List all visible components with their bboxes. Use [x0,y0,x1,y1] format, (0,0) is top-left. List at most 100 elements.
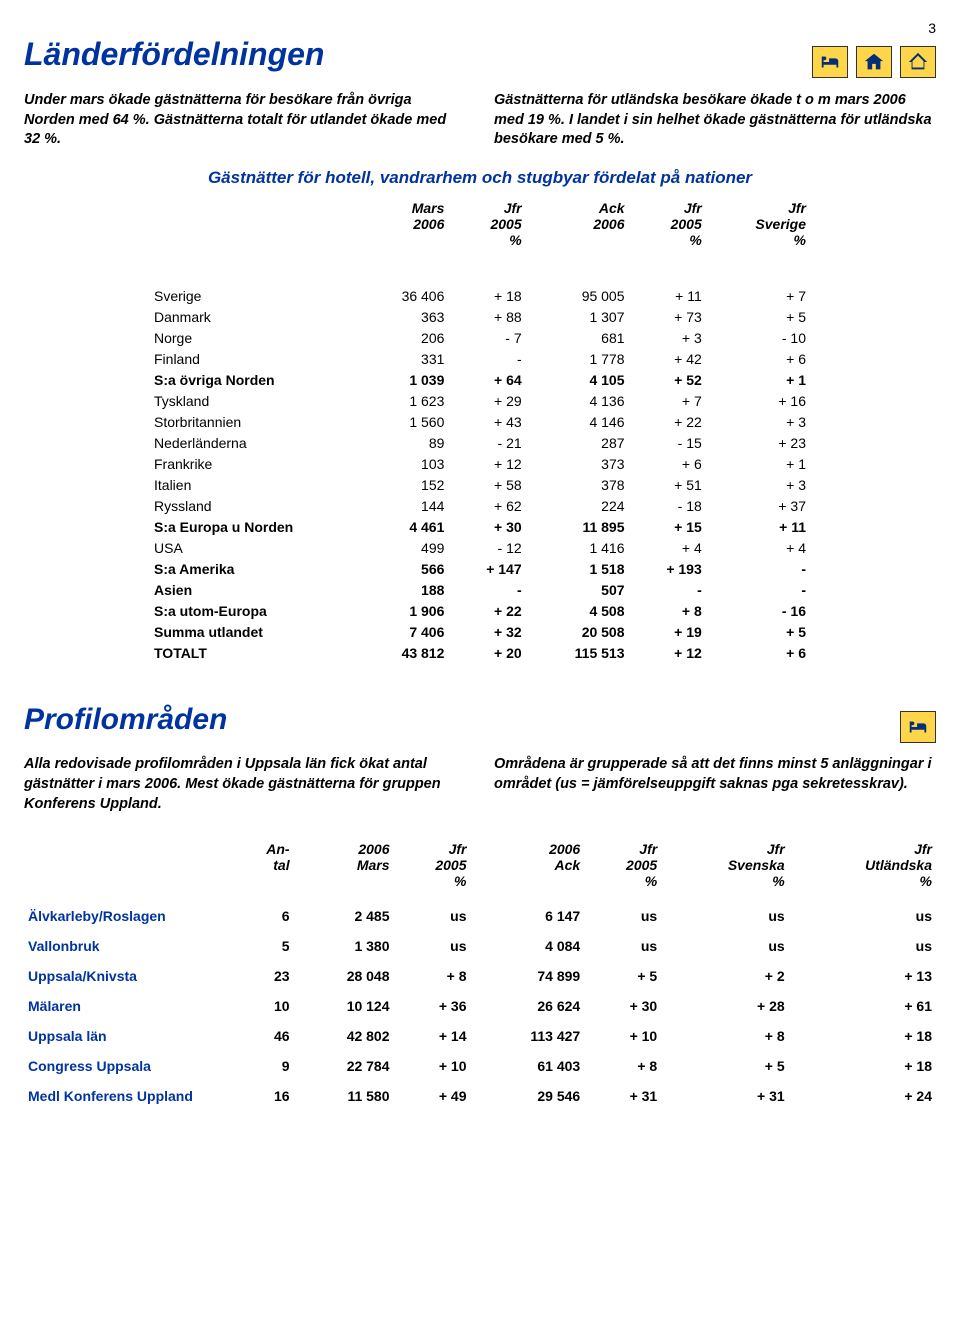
cell-jfr1: + 64 [448,369,525,390]
bed-icon [812,46,848,78]
cell-antal: 10 [232,991,294,1021]
cell-country: Finland [150,348,358,369]
cell-mars: 188 [358,579,448,600]
cell-mars: 499 [358,537,448,558]
table-row: Finland331-1 778+ 42+ 6 [150,348,810,369]
cell-region: Mälaren [24,991,232,1021]
table-row: USA499- 121 416+ 4+ 4 [150,537,810,558]
cell-ack: 373 [526,453,629,474]
cell-mars: 1 039 [358,369,448,390]
cell-jfr3: + 1 [706,453,810,474]
section2-right-para: Områdena är grupperade så att det finns … [494,755,936,814]
table-row: S:a övriga Norden1 039+ 644 105+ 52+ 1 [150,369,810,390]
cell-mars: 1 380 [294,931,394,961]
cell-country: Frankrike [150,453,358,474]
cell-jfr4: us [789,931,936,961]
cell-ack: 507 [526,579,629,600]
cell-jfr2: + 15 [629,516,706,537]
cell-jfr1: + 32 [448,621,525,642]
col-jfr1: Jfr2005% [448,198,525,263]
cell-jfr3: + 1 [706,369,810,390]
col-antal: An-tal [232,834,294,901]
cell-jfr1: + 14 [394,1021,471,1051]
cell-country: S:a Europa u Norden [150,516,358,537]
col-ack: Ack2006 [526,198,629,263]
table-row: Danmark363+ 881 307+ 73+ 5 [150,306,810,327]
col-jfr2005b: Jfr2005% [584,834,661,901]
cell-jfr2: + 30 [584,991,661,1021]
cell-jfr1: + 62 [448,495,525,516]
cell-jfr1: + 18 [448,285,525,306]
cell-jfr1: - [448,348,525,369]
col-jfr2: Jfr2005% [629,198,706,263]
cell-antal: 6 [232,901,294,931]
cell-jfr2: - 15 [629,432,706,453]
cell-country: Danmark [150,306,358,327]
cell-jfr1: - 7 [448,327,525,348]
cell-jfr3: + 3 [706,474,810,495]
cell-ack: 1 778 [526,348,629,369]
cell-region: Medl Konferens Uppland [24,1081,232,1111]
table-row: Älvkarleby/Roslagen62 485us6 147ususus [24,901,936,931]
cell-country: S:a Amerika [150,558,358,579]
cell-ack: 4 146 [526,411,629,432]
cell-jfr4: + 61 [789,991,936,1021]
cell-jfr1: + 12 [448,453,525,474]
cell-jfr2: + 19 [629,621,706,642]
cell-ack: 4 508 [526,600,629,621]
cell-jfr3: us [661,931,788,961]
house-icon [856,46,892,78]
cell-jfr3: + 16 [706,390,810,411]
cell-mars: 144 [358,495,448,516]
cell-jfr2: - 18 [629,495,706,516]
cell-ack: 74 899 [471,961,585,991]
cell-antal: 46 [232,1021,294,1051]
cell-jfr2: + 3 [629,327,706,348]
section1-left-para: Under mars ökade gästnätterna för besöka… [24,91,466,150]
cell-jfr3: + 6 [706,642,810,663]
cell-country: Sverige [150,285,358,306]
cell-mars: 331 [358,348,448,369]
cell-antal: 9 [232,1051,294,1081]
cell-mars: 152 [358,474,448,495]
cell-ack: 11 895 [526,516,629,537]
col-country [150,198,358,263]
cell-jfr1: - [448,579,525,600]
cell-jfr3: + 3 [706,411,810,432]
profile-areas-table: An-tal 2006Mars Jfr2005% 2006Ack Jfr2005… [24,834,936,1111]
cell-ack: 1 416 [526,537,629,558]
cell-ack: 6 147 [471,901,585,931]
cell-jfr1: us [394,931,471,961]
cell-jfr3: us [661,901,788,931]
cell-jfr1: us [394,901,471,931]
table-row: Italien152+ 58378+ 51+ 3 [150,474,810,495]
cell-jfr4: + 18 [789,1021,936,1051]
table-row: S:a Europa u Norden4 461+ 3011 895+ 15+ … [150,516,810,537]
cell-region: Älvkarleby/Roslagen [24,901,232,931]
cell-country: Tyskland [150,390,358,411]
col-svenska: JfrSvenska% [661,834,788,901]
cell-jfr2: + 11 [629,285,706,306]
cell-mars: 1 560 [358,411,448,432]
cell-jfr3: + 2 [661,961,788,991]
cell-mars: 11 580 [294,1081,394,1111]
cell-jfr2: us [584,931,661,961]
cell-mars: 566 [358,558,448,579]
cell-jfr2: + 5 [584,961,661,991]
cell-ack: 26 624 [471,991,585,1021]
cell-jfr1: + 58 [448,474,525,495]
cell-antal: 23 [232,961,294,991]
cell-jfr1: - 21 [448,432,525,453]
cell-jfr3: + 4 [706,537,810,558]
cell-jfr2: + 73 [629,306,706,327]
table-row: S:a utom-Europa1 906+ 224 508+ 8- 16 [150,600,810,621]
cell-jfr3: + 11 [706,516,810,537]
cell-ack: 4 084 [471,931,585,961]
cell-ack: 29 546 [471,1081,585,1111]
cell-mars: 363 [358,306,448,327]
cell-jfr3: + 5 [661,1051,788,1081]
cell-region: Uppsala län [24,1021,232,1051]
cell-jfr3: + 31 [661,1081,788,1111]
cell-jfr4: + 18 [789,1051,936,1081]
table-row: Storbritannien1 560+ 434 146+ 22+ 3 [150,411,810,432]
